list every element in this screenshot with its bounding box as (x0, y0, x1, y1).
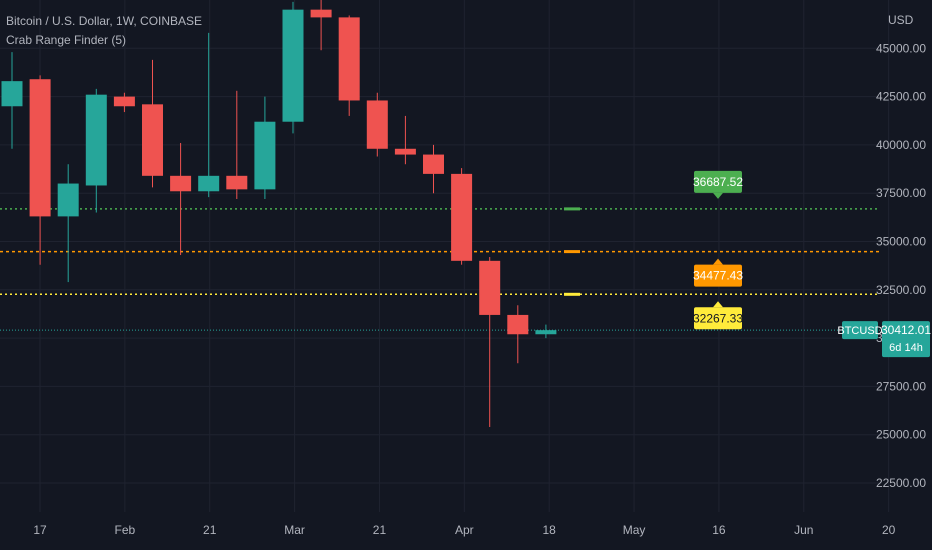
x-tick-label: 21 (373, 523, 387, 537)
x-tick-label: Mar (284, 523, 305, 537)
candles (1, 0, 557, 427)
x-tick-label: Jun (794, 523, 813, 537)
x-tick-label: 16 (712, 523, 726, 537)
level-label-text: 36687.52 (693, 175, 743, 189)
candle-body (1, 81, 23, 107)
x-tick-label: Feb (115, 523, 136, 537)
y-axis-unit: USD (888, 13, 914, 27)
level-label-text: 34477.43 (693, 269, 743, 283)
axes: 45000.00 42500.00 40000.00 37500.00 35000.00… (33, 13, 931, 537)
candle-body (254, 121, 276, 190)
level-label-box (694, 307, 742, 330)
candle-body (366, 100, 388, 149)
x-tick-label: 18 (543, 523, 557, 537)
level-label-box (694, 264, 742, 287)
y-tick-label: 40000.00 (876, 138, 926, 152)
candle-body (85, 94, 107, 186)
y-tick-label: 32500.00 (876, 283, 926, 297)
y-tick-label: 35000.00 (876, 235, 926, 249)
candle-body (338, 17, 360, 101)
candle-body (29, 79, 51, 217)
y-tick-label: 45000.00 (876, 41, 926, 55)
candle-body (535, 330, 557, 335)
candle-body (282, 9, 304, 122)
candle-body (198, 175, 220, 192)
x-tick-label: 17 (33, 523, 47, 537)
x-tick-label: Apr (455, 523, 474, 537)
symbol-title[interactable]: Bitcoin / U.S. Dollar, 1W, COINBASE (6, 14, 203, 28)
chart-legend: Bitcoin / U.S. Dollar, 1W, COINBASE Crab… (6, 13, 202, 48)
crab-range-levels: 36687.52 34477.43 32267.33 (0, 170, 880, 331)
symbol-tag-text: BTCUSD (837, 325, 882, 337)
candle-body (170, 175, 192, 192)
last-price-tag (882, 321, 930, 358)
candle-body (226, 175, 248, 190)
candle-body (507, 314, 529, 335)
y-tick-label: 22500.00 (876, 476, 926, 490)
candle-body (479, 260, 501, 315)
candle-body (142, 104, 163, 176)
candle-body (310, 9, 332, 18)
last-price-text: 30412.01 (881, 323, 931, 337)
y-tick-label: 42500.00 (876, 90, 926, 104)
y-tick-label: 37500.00 (876, 186, 926, 200)
y-tick-label: 25000.00 (876, 428, 926, 442)
candle-body (451, 173, 473, 261)
level-label-box (694, 170, 742, 193)
x-tick-label: May (623, 523, 646, 537)
candle-body (423, 154, 444, 174)
candle-body (57, 183, 79, 217)
y-tick-label: 27500.00 (876, 379, 926, 393)
x-tick-label: 21 (203, 523, 217, 537)
symbol-tag (842, 321, 878, 340)
candle-body (113, 96, 135, 107)
level-label-text: 32267.33 (693, 311, 743, 325)
indicator-title[interactable]: Crab Range Finder (5) (6, 33, 127, 47)
level-label-pointer (713, 258, 723, 265)
x-tick-label: 20 (882, 523, 896, 537)
candle-body (394, 148, 416, 155)
level-label-pointer (713, 301, 723, 308)
level-label-pointer (713, 192, 723, 199)
countdown-text: 6d 14h (889, 342, 923, 354)
